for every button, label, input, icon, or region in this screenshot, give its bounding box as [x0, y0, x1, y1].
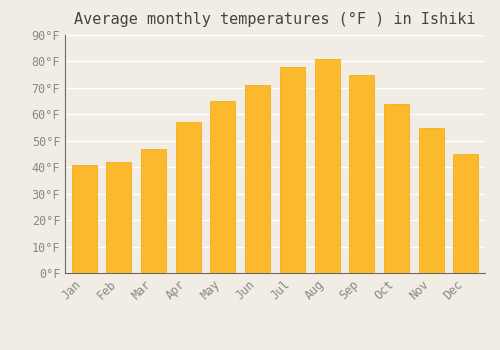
- Bar: [280, 67, 305, 273]
- Bar: [176, 122, 201, 273]
- Bar: [72, 164, 96, 273]
- Bar: [141, 149, 166, 273]
- Bar: [210, 101, 236, 273]
- Bar: [350, 75, 374, 273]
- Bar: [454, 154, 478, 273]
- Bar: [106, 162, 132, 273]
- Bar: [314, 59, 340, 273]
- Bar: [418, 127, 444, 273]
- Bar: [384, 104, 409, 273]
- Title: Average monthly temperatures (°F ) in Ishiki: Average monthly temperatures (°F ) in Is…: [74, 12, 476, 27]
- Bar: [245, 85, 270, 273]
